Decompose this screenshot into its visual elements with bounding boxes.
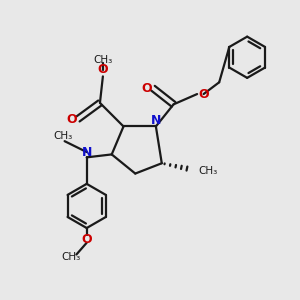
Text: CH₃: CH₃ xyxy=(198,166,217,176)
Text: O: O xyxy=(98,63,108,76)
Text: O: O xyxy=(81,233,92,246)
Text: N: N xyxy=(151,114,161,127)
Text: O: O xyxy=(141,82,152,95)
Text: O: O xyxy=(66,112,77,126)
Text: CH₃: CH₃ xyxy=(62,252,81,262)
Text: CH₃: CH₃ xyxy=(53,131,73,141)
Text: CH₃: CH₃ xyxy=(93,55,112,65)
Text: O: O xyxy=(198,88,209,100)
Text: N: N xyxy=(82,146,92,159)
